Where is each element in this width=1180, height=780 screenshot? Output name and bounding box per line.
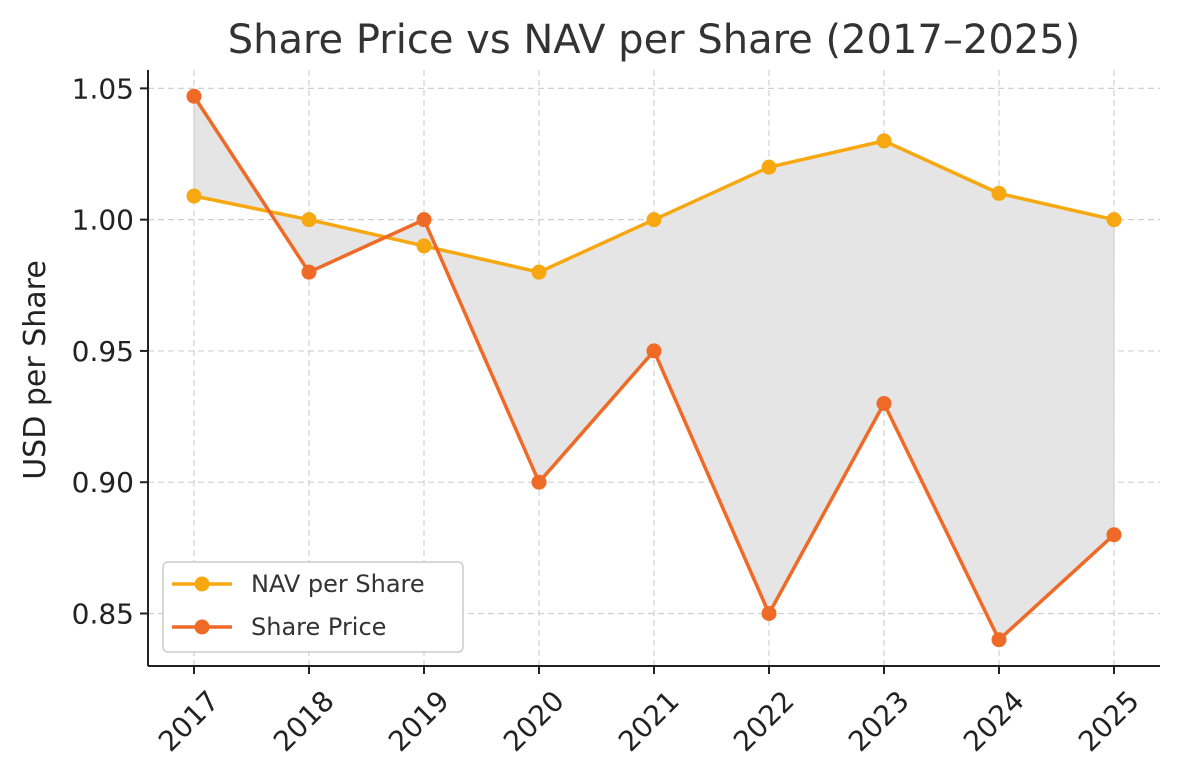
x-tick-label: 2017 — [152, 684, 226, 758]
y-axis-label: USD per Share — [18, 260, 53, 480]
y-tick-label: 0.95 — [72, 335, 134, 368]
y-tick-label: 0.85 — [72, 597, 134, 630]
y-tick-label: 0.90 — [72, 466, 134, 499]
data-point — [186, 188, 202, 204]
chart-title: Share Price vs NAV per Share (2017–2025) — [228, 17, 1081, 63]
gap-fill-area — [193, 94, 1115, 641]
data-point — [991, 185, 1007, 201]
data-point — [301, 212, 317, 228]
x-tick-label: 2023 — [842, 684, 916, 758]
legend-box — [162, 561, 464, 653]
x-ticks: 2017 2018 2019 2020 2021 2022 2023 2024 2025 — [152, 666, 1146, 758]
data-point — [876, 395, 892, 411]
data-point — [186, 88, 202, 104]
legend-marker — [194, 576, 210, 592]
data-point — [416, 238, 432, 254]
data-point — [761, 605, 777, 621]
data-point — [876, 133, 892, 149]
data-point — [531, 474, 547, 490]
legend-label: NAV per Share — [251, 570, 425, 598]
series — [186, 88, 1122, 648]
x-tick-label: 2019 — [382, 684, 456, 758]
x-tick-label: 2022 — [727, 684, 801, 758]
data-point — [646, 212, 662, 228]
data-point — [416, 212, 432, 228]
x-tick-label: 2021 — [612, 684, 686, 758]
y-ticks: 0.85 0.90 0.95 1.00 1.05 — [72, 72, 148, 630]
data-point — [1106, 212, 1122, 228]
x-tick-label: 2020 — [497, 684, 571, 758]
data-point — [991, 632, 1007, 648]
data-point — [1106, 527, 1122, 543]
legend: NAV per Share Share Price — [162, 561, 464, 653]
x-tick-label: 2018 — [267, 684, 341, 758]
x-tick-label: 2025 — [1072, 684, 1146, 758]
legend-label: Share Price — [251, 613, 386, 641]
data-point — [531, 264, 547, 280]
data-point — [301, 264, 317, 280]
data-point — [761, 159, 777, 175]
y-tick-label: 1.00 — [72, 204, 134, 237]
y-tick-label: 1.05 — [72, 72, 134, 105]
data-point — [646, 343, 662, 359]
x-tick-label: 2024 — [957, 684, 1031, 758]
legend-marker — [194, 619, 210, 635]
